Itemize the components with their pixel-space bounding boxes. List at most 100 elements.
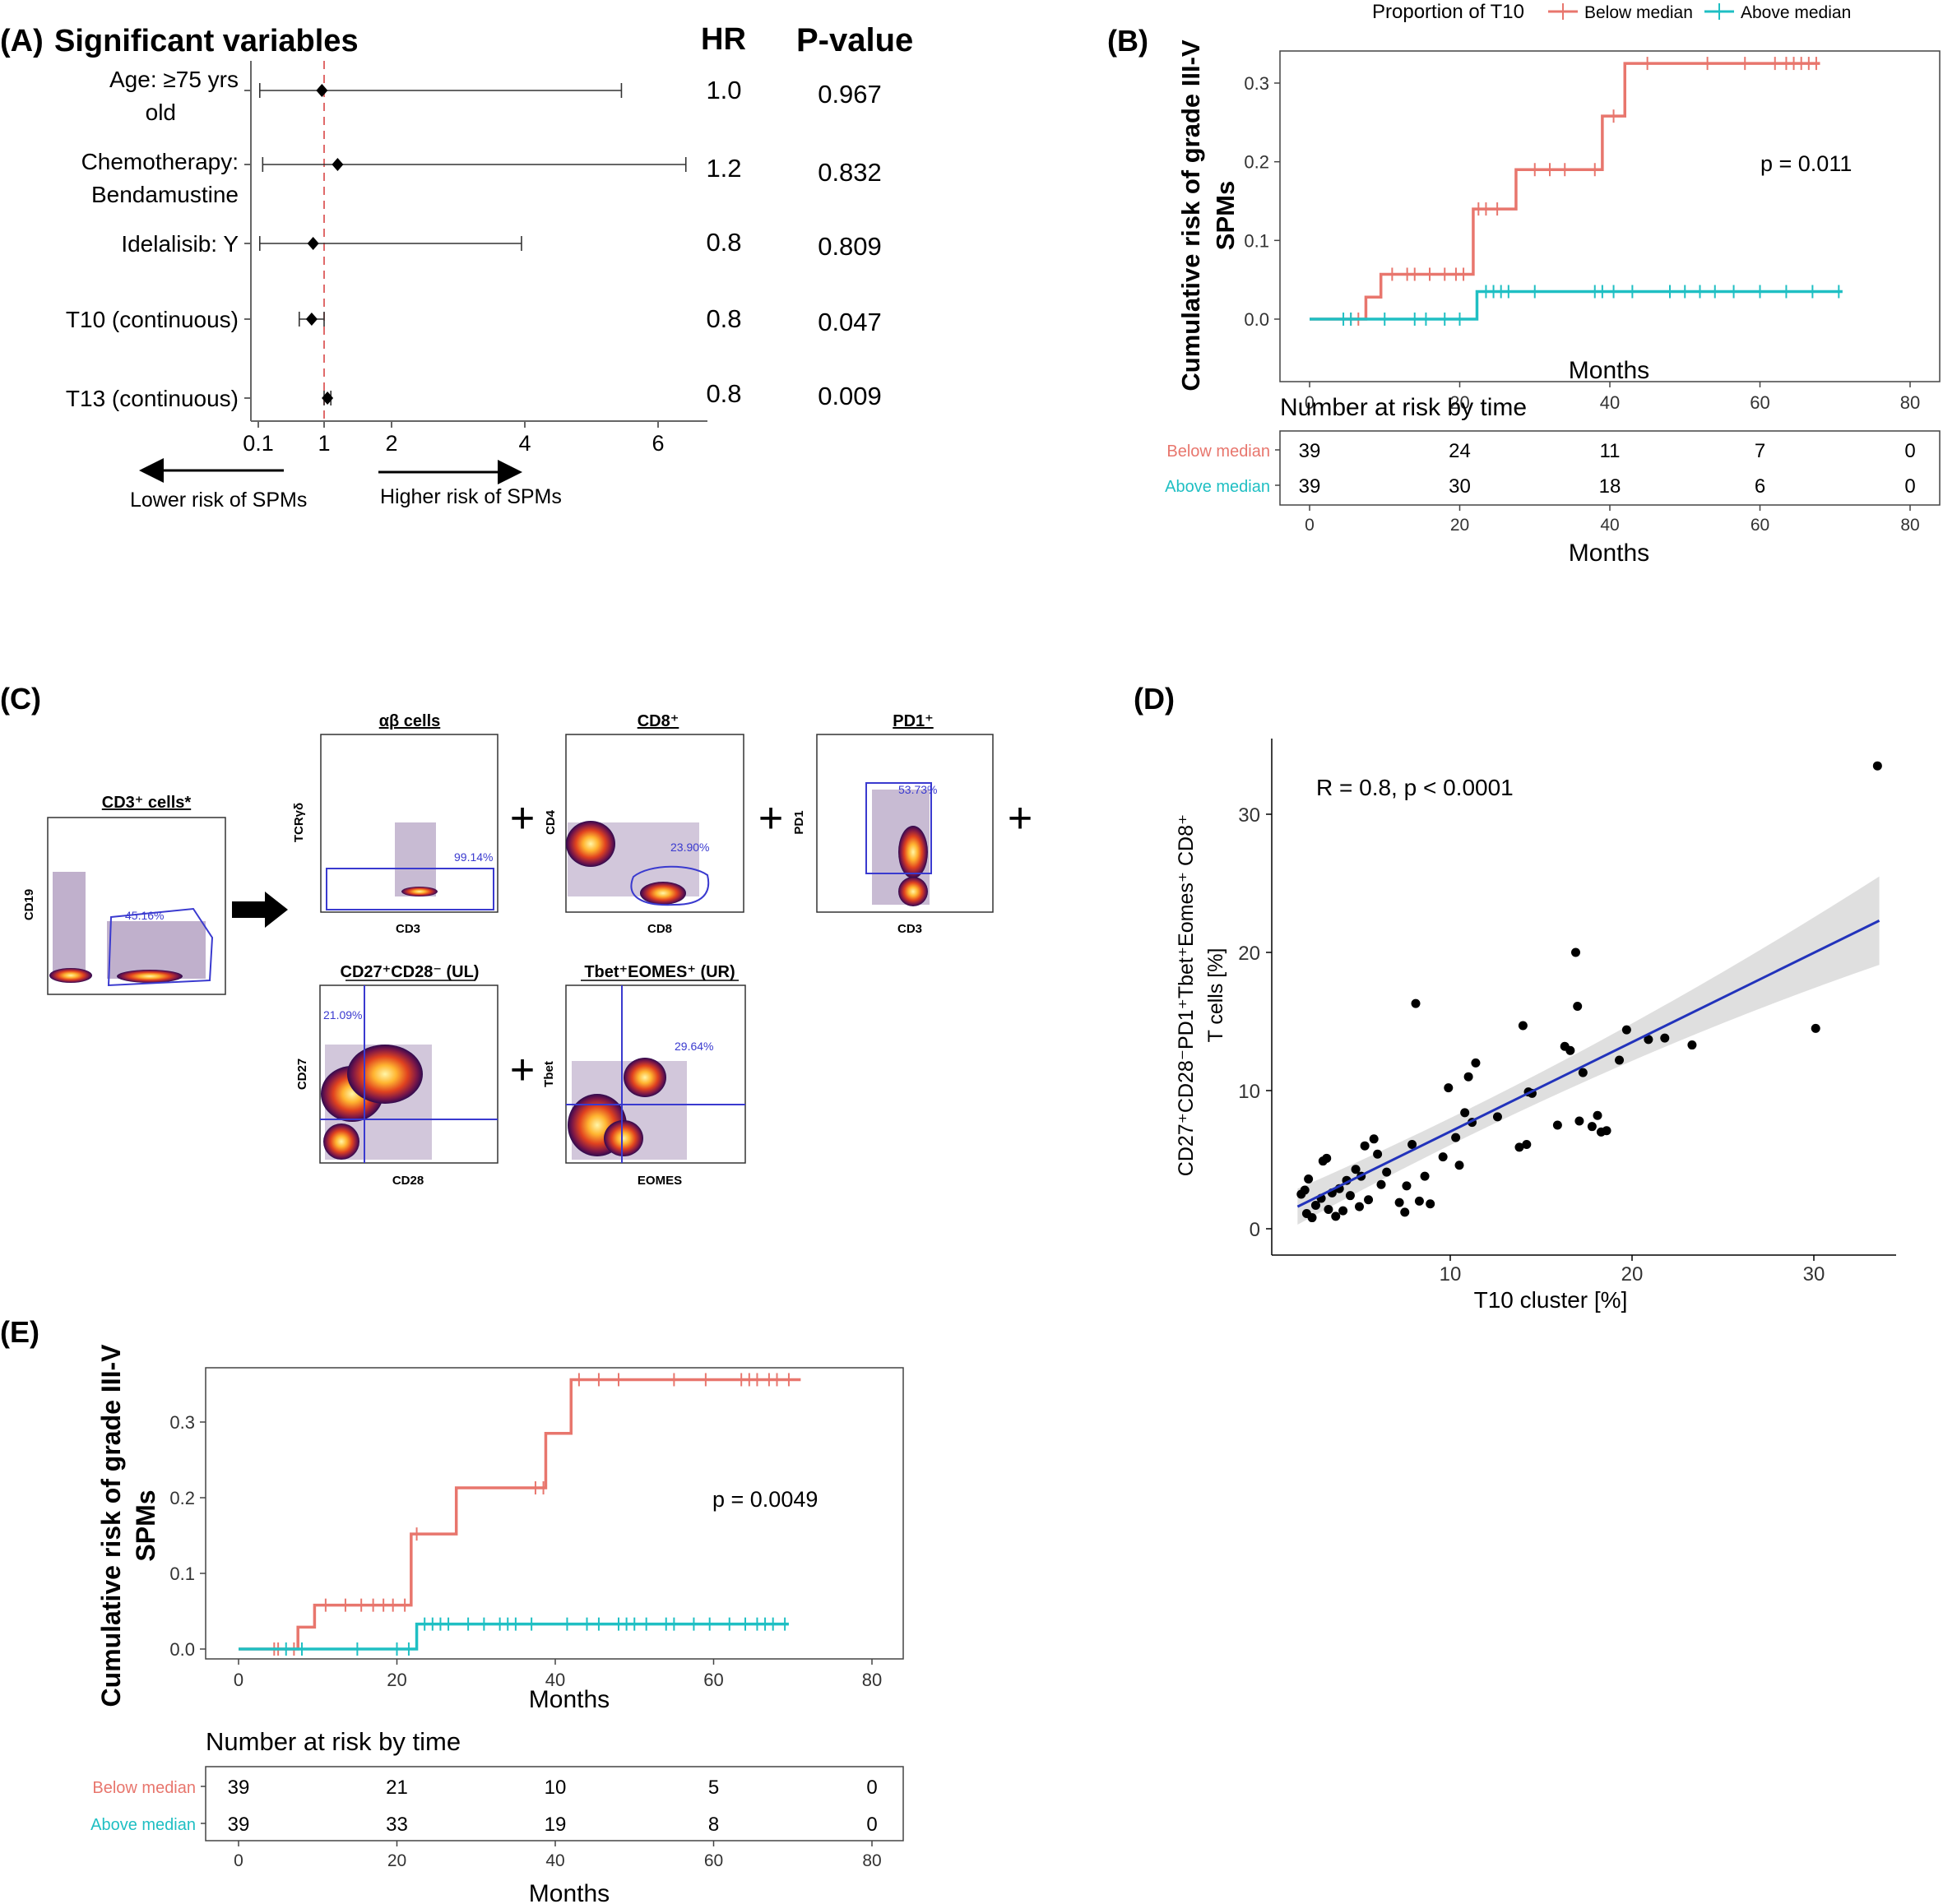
scatter-point	[1660, 1033, 1670, 1043]
panel-b-pvalue: p = 0.011	[1760, 151, 1852, 176]
panel-a-x-tick-label: 6	[652, 431, 664, 456]
panel-b-risk-count: 30	[1449, 475, 1471, 498]
panel-a-x-tick-label: 2	[385, 431, 397, 456]
scatter-point	[1304, 1174, 1314, 1184]
scatter-point	[1369, 1134, 1379, 1144]
panel-b-risk-x-tick-label: 60	[1751, 516, 1769, 535]
scatter-point	[1324, 1204, 1333, 1214]
panel-d-ylabel-line2: T cells [%]	[1204, 948, 1227, 1043]
panel-e-risk-title: Number at risk by time	[206, 1727, 461, 1756]
gate-polygon	[107, 907, 214, 987]
panel-b-risk-count: 39	[1299, 475, 1321, 498]
scatter-point	[1360, 1141, 1370, 1151]
gate-plot-cd3: CD3⁺ cells* CD19 45.16%	[22, 794, 226, 995]
lower-risk-label: Lower risk of SPMs	[130, 489, 307, 512]
panel-e-y-tick-label: 0.2	[169, 1488, 195, 1508]
panel-e-risk-count: 5	[708, 1777, 719, 1799]
scatter-point	[1310, 1200, 1320, 1210]
scatter-point	[1400, 1207, 1410, 1217]
scatter-point	[1307, 1213, 1317, 1223]
density-hotspot	[323, 1123, 359, 1160]
confidence-band	[1297, 876, 1880, 1225]
scatter-point	[1376, 1179, 1386, 1189]
panel-a-p-value: 0.809	[818, 232, 882, 261]
scatter-point	[1621, 1025, 1631, 1035]
panel-e-x-tick-label: 40	[545, 1670, 565, 1690]
panel-e-risk-x-tick-label: 40	[545, 1851, 564, 1870]
panel-b-risk-count: 0	[1904, 440, 1915, 462]
scatter-point	[1331, 1211, 1341, 1221]
panel-a-label: (A)	[0, 24, 44, 58]
scatter-point	[1565, 1045, 1575, 1055]
panel-d-xlabel: T10 cluster [%]	[1474, 1287, 1628, 1313]
panel-d-scatter-plot: (D) 10 20 30 0 10 20 30 R = 0.8, p < 0.0001 T1…	[1134, 682, 1896, 1313]
panel-a-variable-label: Bendamustine	[91, 182, 239, 207]
panel-d-y-tick-label: 30	[1238, 804, 1260, 827]
panel-a-x-tick-label: 1	[318, 431, 330, 456]
higher-risk-label: Higher risk of SPMs	[380, 485, 562, 508]
gate-percentage: 29.64%	[675, 1040, 713, 1053]
density-hotspot	[117, 970, 183, 983]
gate-y-axis-label: CD4	[544, 809, 558, 835]
panel-b-curve-above	[1310, 290, 1843, 321]
scatter-point	[1602, 1126, 1611, 1136]
hazard-ratio-point	[305, 313, 318, 326]
panel-d-x-tick-label: 30	[1803, 1263, 1825, 1286]
panel-b-curve-below	[1310, 62, 1820, 321]
gate-title: Tbet⁺EOMES⁺ (UR)	[584, 963, 735, 981]
scatter-point	[1438, 1152, 1448, 1162]
panel-b-risk-row-label: Above median	[1165, 478, 1270, 496]
panel-e-risk-row-label: Below median	[92, 1779, 196, 1797]
panel-e-curve-below	[239, 1378, 801, 1651]
gate-percentage: 53.73%	[898, 783, 937, 796]
panel-c-label: (C)	[0, 682, 41, 716]
panel-b-y-tick-label: 0.0	[1244, 309, 1269, 330]
gate-title: CD27⁺CD28⁻ (UL)	[341, 963, 480, 981]
hazard-ratio-point	[332, 158, 344, 171]
scatter-point	[1407, 1140, 1417, 1150]
panel-a-x-tick-label: 4	[518, 431, 531, 456]
scatter-point	[1444, 1083, 1454, 1093]
panel-b-risk-title: Number at risk by time	[1280, 394, 1527, 421]
gate-y-axis-label: CD27	[295, 1059, 309, 1090]
panel-b-risk-x-tick-label: 80	[1900, 516, 1919, 535]
scatter-point	[1578, 1068, 1588, 1077]
panel-a-pvalue-header: P-value	[796, 22, 913, 58]
density-hotspot	[898, 877, 928, 906]
scatter-point	[1514, 1142, 1524, 1152]
panel-a-title: Significant variables	[54, 24, 359, 58]
panel-e-risk-count: 0	[866, 1814, 877, 1836]
scatter-point	[1402, 1181, 1412, 1191]
panel-d-y-tick-label: 10	[1238, 1081, 1260, 1103]
panel-a-hr-header: HR	[701, 22, 746, 57]
event-cloud	[53, 872, 86, 979]
panel-e-risk-count: 8	[708, 1814, 719, 1836]
plus-sign: +	[758, 794, 783, 842]
panel-a-x-tick-label: 0.1	[243, 431, 274, 456]
panel-e-risk-count: 10	[545, 1777, 567, 1799]
gate-plot-cd8: CD8⁺ CD4 CD8 23.90%	[544, 712, 744, 936]
gate-rectangle	[326, 868, 494, 910]
panel-a-variable-label: old	[146, 100, 176, 125]
scatter-point	[1587, 1122, 1597, 1132]
legend-title: Proportion of T10	[1372, 1, 1524, 23]
scatter-point	[1811, 1023, 1820, 1033]
panel-c-flow-gating: (C) CD3⁺ cells* CD19 45.16% αβ cells TCR…	[0, 682, 1032, 1188]
panel-e-curve-above	[239, 1622, 789, 1651]
panel-e-x-tick-label: 60	[703, 1670, 723, 1690]
panel-b-x-tick-label: 0	[1305, 392, 1315, 413]
panel-b-risk-xlabel: Months	[1569, 540, 1649, 567]
panel-b-risk-x-tick-label: 0	[1305, 516, 1315, 535]
panel-a-variable-label: Age: ≥75 yrs	[109, 67, 239, 92]
scatter-point	[1687, 1040, 1697, 1050]
scatter-point	[1420, 1171, 1430, 1181]
panel-e-y-tick-label: 0.1	[169, 1564, 195, 1584]
panel-e-risk-x-tick-label: 20	[387, 1851, 406, 1870]
panel-a-p-value: 0.832	[818, 158, 882, 187]
density-hotspot	[640, 882, 686, 905]
gate-plot-pd1: PD1⁺ PD1 CD3 53.73%	[792, 712, 994, 936]
panel-e-y-tick-label: 0.3	[169, 1412, 195, 1433]
panel-b-risk-count: 11	[1600, 440, 1621, 462]
panel-d-y-tick-label: 20	[1238, 943, 1260, 965]
